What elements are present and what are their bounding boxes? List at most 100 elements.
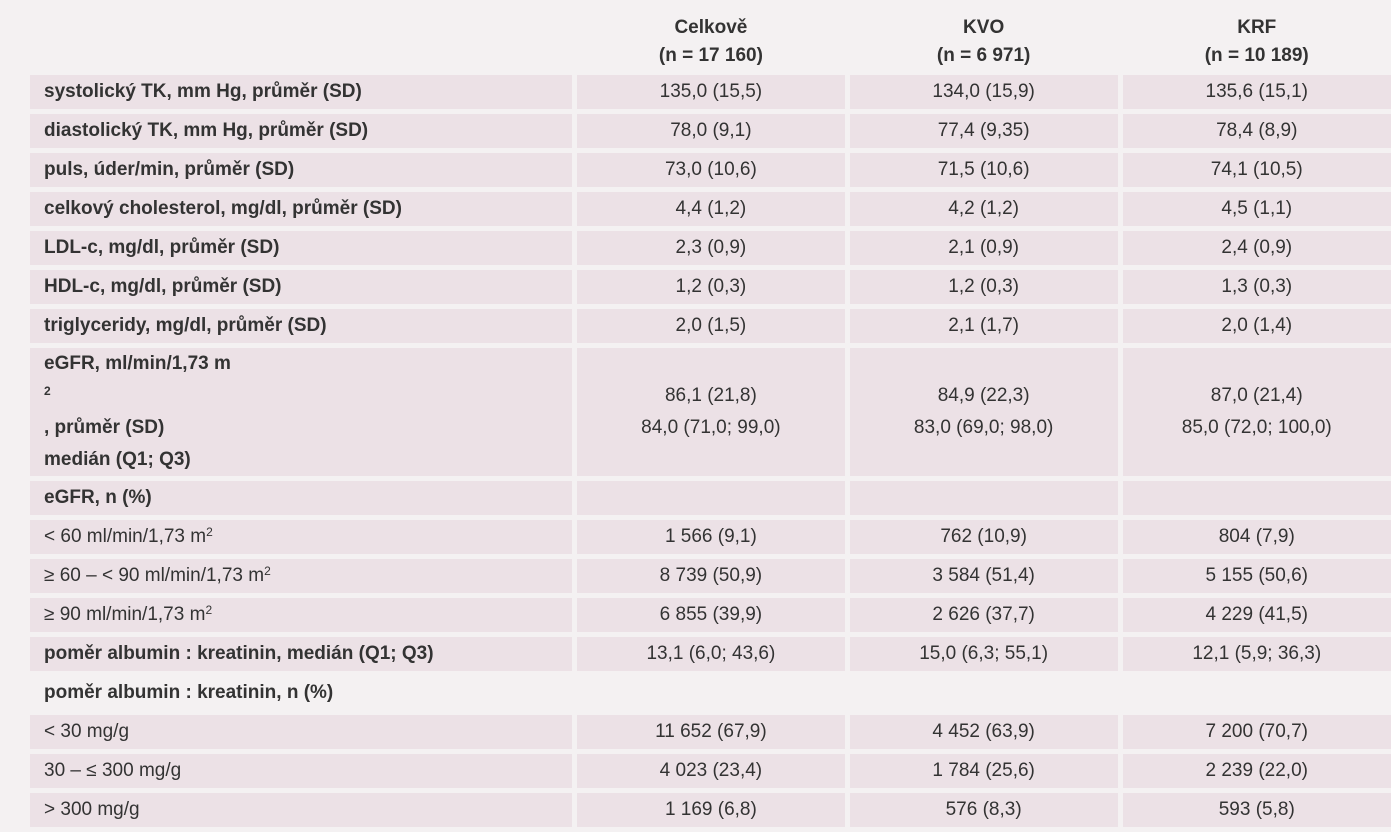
cell-celkove	[577, 481, 845, 515]
cell-kvo: 134,0 (15,9)	[849, 75, 1118, 109]
row-label: poměr albumin : kreatinin, medián (Q1; Q…	[30, 637, 573, 671]
row-label: < 60 ml/min/1,73 m2	[30, 520, 573, 554]
row-label-sup: 2	[44, 384, 51, 398]
cell-krf: 2,0 (1,4)	[1122, 309, 1391, 343]
cell-celkove: 8 739 (50,9)	[577, 559, 845, 593]
cell-celkove: 135,0 (15,5)	[577, 75, 845, 109]
table-page: Celkově (n = 17 160) KVO (n = 6 971) KRF (n…	[30, 17, 1391, 827]
row-label-text: ≥ 90 ml/min/1,73 m	[44, 604, 206, 625]
cell-celkove: 13,1 (6,0; 43,6)	[577, 637, 845, 671]
cell-kvo: 2,1 (0,9)	[849, 231, 1118, 265]
table-row: > 300 mg/g 1 169 (6,8) 576 (8,3) 593 (5,…	[30, 793, 1391, 827]
column-header-kvo: KVO (n = 6 971)	[850, 14, 1118, 70]
column-n: (n = 6 971)	[936, 45, 1031, 66]
row-label: eGFR, n (%)	[30, 481, 573, 515]
table-row: HDL-c, mg/dl, průměr (SD) 1,2 (0,3) 1,2 …	[30, 270, 1391, 304]
column-n: (n = 10 189)	[1204, 45, 1309, 66]
cell-kvo: 4,2 (1,2)	[849, 192, 1118, 226]
column-name: KRF	[1237, 17, 1277, 38]
table-row: diastolický TK, mm Hg, průměr (SD) 78,0 …	[30, 114, 1391, 148]
row-label: systolický TK, mm Hg, průměr (SD)	[30, 75, 573, 109]
cell-krf: 78,4 (8,9)	[1122, 114, 1391, 148]
column-name: Celkově	[674, 17, 748, 38]
table-row: celkový cholesterol, mg/dl, průměr (SD) …	[30, 192, 1391, 226]
header-row: Celkově (n = 17 160) KVO (n = 6 971) KRF (n…	[30, 14, 1391, 70]
row-label-sup: 2	[205, 603, 213, 617]
row-label: puls, úder/min, průměr (SD)	[30, 153, 573, 187]
cell-value-2: 84,0 (71,0; 99,0)	[641, 417, 781, 438]
cell-celkove: 86,1 (21,8) 84,0 (71,0; 99,0)	[577, 348, 845, 476]
row-label: LDL-c, mg/dl, průměr (SD)	[30, 231, 573, 265]
cell-value-2: 83,0 (69,0; 98,0)	[913, 417, 1054, 438]
row-label-text: ≥ 60 – < 90 ml/min/1,73 m	[44, 565, 265, 586]
cell-krf	[1122, 676, 1391, 710]
row-label-sup: 2	[264, 564, 271, 578]
table-row: < 60 ml/min/1,73 m2 1 566 (9,1) 762 (10,…	[30, 520, 1391, 554]
row-label: celkový cholesterol, mg/dl, průměr (SD)	[30, 192, 573, 226]
table-row: eGFR, ml/min/1,73 m 2 , průměr (SD) medián…	[30, 348, 1391, 476]
cell-value-2: 85,0 (72,0; 100,0)	[1181, 417, 1332, 438]
row-label-suffix: , průměr (SD)	[44, 417, 165, 438]
table-row: < 30 mg/g 11 652 (67,9) 4 452 (63,9) 7 2…	[30, 715, 1391, 749]
data-table: Celkově (n = 17 160) KVO (n = 6 971) KRF (n…	[25, 9, 1391, 832]
cell-kvo: 3 584 (51,4)	[849, 559, 1118, 593]
cell-kvo: 576 (8,3)	[849, 793, 1118, 827]
cell-celkove: 4 023 (23,4)	[577, 754, 845, 788]
cell-celkove: 2,3 (0,9)	[577, 231, 845, 265]
cell-krf: 7 200 (70,7)	[1122, 715, 1391, 749]
cell-celkove	[577, 676, 845, 710]
cell-kvo: 77,4 (9,35)	[849, 114, 1118, 148]
cell-value: 84,9 (22,3)	[937, 385, 1030, 406]
cell-celkove: 1 566 (9,1)	[577, 520, 845, 554]
cell-celkove: 6 855 (39,9)	[577, 598, 845, 632]
cell-krf: 12,1 (5,9; 36,3)	[1122, 637, 1391, 671]
row-label: < 30 mg/g	[30, 715, 573, 749]
column-header-celkove: Celkově (n = 17 160)	[577, 14, 845, 70]
cell-celkove: 11 652 (67,9)	[577, 715, 845, 749]
cell-krf: 74,1 (10,5)	[1122, 153, 1391, 187]
cell-kvo: 84,9 (22,3) 83,0 (69,0; 98,0)	[849, 348, 1118, 476]
cell-krf: 593 (5,8)	[1122, 793, 1391, 827]
row-label: eGFR, ml/min/1,73 m 2 , průměr (SD) medián…	[30, 348, 573, 476]
header-stub	[30, 14, 572, 70]
cell-celkove: 1 169 (6,8)	[577, 793, 845, 827]
row-label: ≥ 60 – < 90 ml/min/1,73 m2	[30, 559, 573, 593]
table-row: ≥ 60 – < 90 ml/min/1,73 m2 8 739 (50,9) …	[30, 559, 1391, 593]
cell-value: 86,1 (21,8)	[664, 385, 757, 406]
cell-kvo: 2,1 (1,7)	[849, 309, 1118, 343]
cell-kvo	[849, 676, 1118, 710]
row-label-text: < 60 ml/min/1,73 m	[44, 526, 207, 547]
cell-celkove: 73,0 (10,6)	[577, 153, 845, 187]
table-row: eGFR, n (%)	[30, 481, 1391, 515]
row-label: 30 – ≤ 300 mg/g	[30, 754, 573, 788]
cell-kvo: 4 452 (63,9)	[849, 715, 1118, 749]
cell-celkove: 2,0 (1,5)	[577, 309, 845, 343]
cell-krf: 87,0 (21,4) 85,0 (72,0; 100,0)	[1122, 348, 1391, 476]
table-row: LDL-c, mg/dl, průměr (SD) 2,3 (0,9) 2,1 …	[30, 231, 1391, 265]
row-label: ≥ 90 ml/min/1,73 m2	[30, 598, 573, 632]
cell-kvo: 2 626 (37,7)	[849, 598, 1118, 632]
cell-value: 87,0 (21,4)	[1210, 385, 1303, 406]
row-label-line-2: medián (Q1; Q3)	[44, 449, 191, 470]
row-label: triglyceridy, mg/dl, průměr (SD)	[30, 309, 573, 343]
column-n: (n = 17 160)	[658, 45, 763, 66]
row-label-text: eGFR, ml/min/1,73 m	[44, 353, 231, 374]
table-row: puls, úder/min, průměr (SD) 73,0 (10,6) …	[30, 153, 1391, 187]
row-label: diastolický TK, mm Hg, průměr (SD)	[30, 114, 573, 148]
cell-kvo: 71,5 (10,6)	[849, 153, 1118, 187]
cell-krf: 5 155 (50,6)	[1122, 559, 1391, 593]
cell-kvo: 762 (10,9)	[849, 520, 1118, 554]
cell-krf: 2 239 (22,0)	[1122, 754, 1391, 788]
cell-kvo: 1,2 (0,3)	[849, 270, 1118, 304]
cell-krf: 804 (7,9)	[1122, 520, 1391, 554]
cell-krf: 4 229 (41,5)	[1122, 598, 1391, 632]
table-row: poměr albumin : kreatinin, n (%)	[30, 676, 1391, 710]
cell-kvo: 1 784 (25,6)	[849, 754, 1118, 788]
cell-celkove: 1,2 (0,3)	[577, 270, 845, 304]
column-header-krf: KRF (n = 10 189)	[1123, 14, 1391, 70]
cell-krf: 135,6 (15,1)	[1122, 75, 1391, 109]
cell-kvo	[849, 481, 1118, 515]
cell-kvo: 15,0 (6,3; 55,1)	[849, 637, 1118, 671]
cell-celkove: 4,4 (1,2)	[577, 192, 845, 226]
row-label-sup: 2	[206, 525, 213, 539]
